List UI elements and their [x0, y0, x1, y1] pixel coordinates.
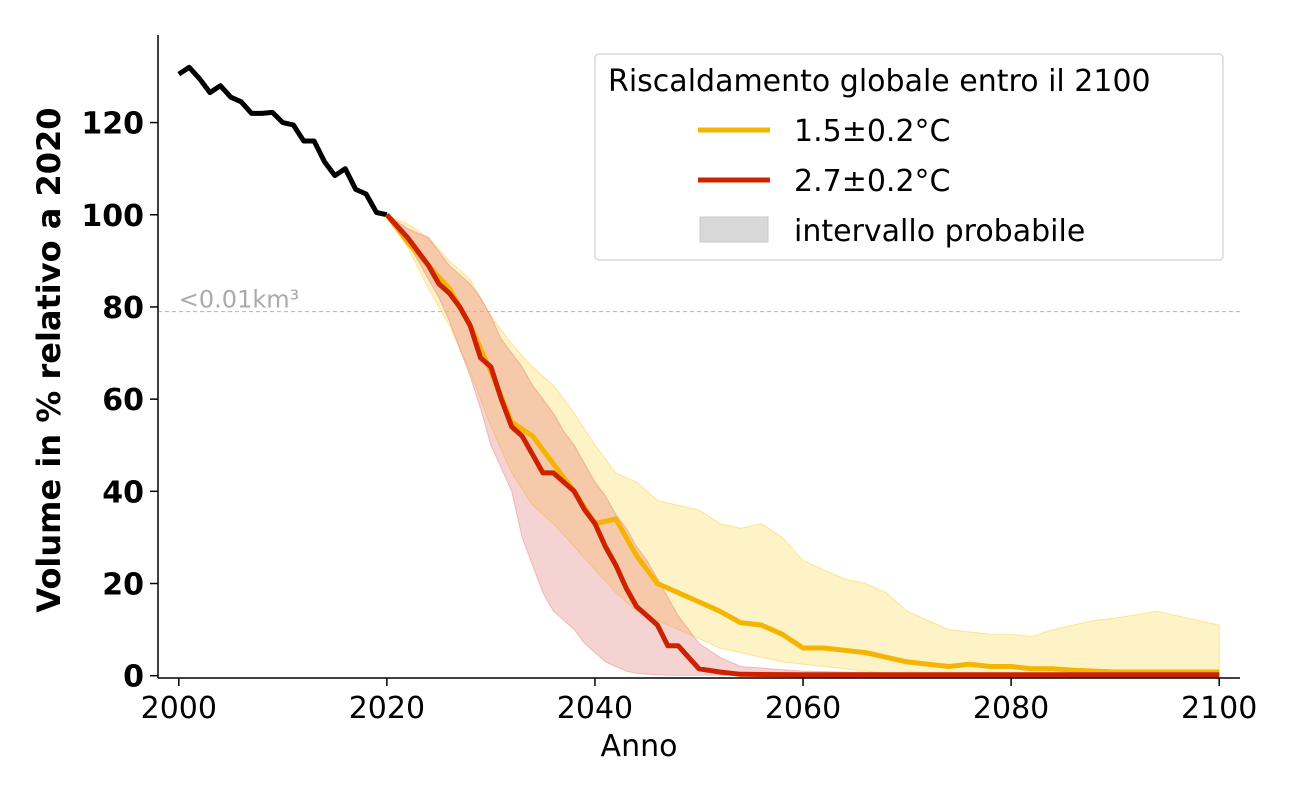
x-tick-label: 2100	[1181, 691, 1257, 726]
x-tick-label: 2000	[141, 691, 217, 726]
threshold-line-group: <0.01km³	[158, 286, 1240, 314]
x-ticks: 2000 2020 2040 2060 2080 2100	[141, 678, 1257, 726]
series-line-historical	[177, 64, 388, 218]
y-tick-label: 60	[102, 383, 144, 418]
y-tick-label: 0	[123, 660, 144, 695]
axes: 2000 2020 2040 2060 2080 2100 020406080100120…	[30, 35, 1257, 764]
y-tick-label: 120	[81, 107, 144, 142]
legend-label-2-7c: 2.7±0.2°C	[794, 164, 951, 199]
legend-label-1-5c: 1.5±0.2°C	[794, 114, 951, 149]
y-tick-label: 80	[102, 291, 144, 326]
threshold-label: <0.01km³	[179, 286, 299, 314]
y-tick-label: 40	[102, 475, 144, 510]
x-tick-label: 2020	[349, 691, 425, 726]
y-tick-label: 100	[81, 199, 144, 234]
uncertainty-bands	[385, 213, 1220, 676]
y-ticks: 0 20 40 60 80 100 120	[81, 107, 158, 695]
legend-label-likely-range: intervallo probabile	[794, 214, 1085, 249]
x-tick-label: 2040	[557, 691, 633, 726]
x-tick-label: 2060	[765, 691, 841, 726]
legend: Riscaldamento globale entro il 2100 1.5±…	[594, 53, 1224, 261]
series-line-2.7±0.2°C	[385, 213, 1220, 678]
legend-title: Riscaldamento globale entro il 2100	[608, 64, 1151, 99]
legend-swatch-likely-range	[699, 216, 769, 243]
x-axis-title: Anno	[601, 729, 678, 764]
series-line-1.5±0.2°C	[384, 213, 1220, 675]
series-lines	[177, 64, 1220, 678]
legend-box	[594, 53, 1224, 261]
x-tick-label: 2080	[973, 691, 1049, 726]
y-axis-title: Volume in % relativo a 2020	[30, 107, 68, 612]
y-tick-label: 20	[102, 568, 144, 603]
